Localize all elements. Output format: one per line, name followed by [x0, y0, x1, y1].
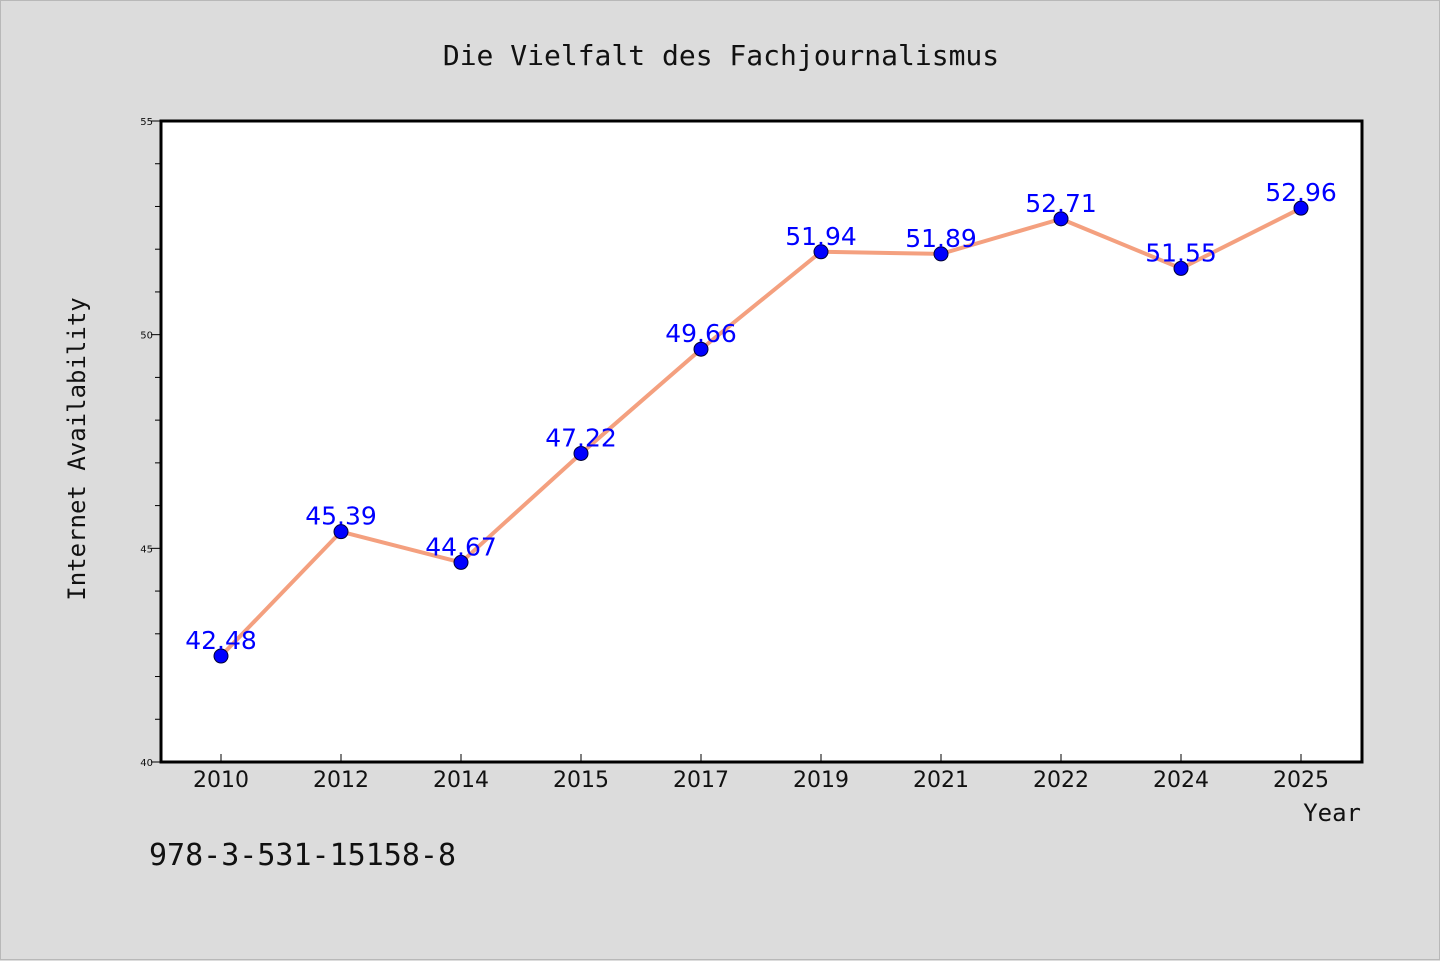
data-label: 51.55 — [1145, 238, 1217, 267]
data-label: 45.39 — [305, 502, 377, 531]
y-tick-label: 50 — [140, 331, 153, 342]
y-tick-label: 40 — [140, 758, 153, 769]
x-tick-label: 2017 — [673, 768, 729, 793]
x-tick-label: 2024 — [1153, 768, 1209, 793]
data-label: 47.22 — [545, 423, 617, 452]
x-tick-label: 2012 — [313, 768, 369, 793]
data-labels: 42.48 45.39 44.67 47.22 49.66 51.94 51.89 52.71… — [185, 178, 1337, 655]
y-axis-label: Internet Availability — [63, 297, 91, 600]
data-point — [573, 445, 589, 461]
x-tick-label: 2014 — [433, 768, 489, 793]
data-point — [813, 244, 829, 260]
data-label: 51.89 — [905, 224, 977, 253]
data-point — [933, 246, 949, 262]
x-tick-label: 2019 — [793, 768, 849, 793]
x-axis-ticks: 2010 2012 2014 2015 2017 2019 2021 2022 2024 2025 — [193, 754, 1329, 793]
plot-area — [159, 119, 1364, 764]
data-point — [1053, 211, 1069, 227]
chart-title: Die Vielfalt des Fachjournalismus — [443, 39, 999, 72]
y-axis-ticks: 40 45 50 55 — [140, 117, 161, 769]
data-point — [1173, 260, 1189, 276]
series-markers — [213, 200, 1309, 664]
data-label: 51.94 — [785, 222, 857, 251]
data-point — [1293, 200, 1309, 216]
x-tick-label: 2010 — [193, 768, 249, 793]
data-point — [213, 648, 229, 664]
x-tick-label: 2015 — [553, 768, 609, 793]
x-tick-label: 2022 — [1033, 768, 1089, 793]
data-label: 42.48 — [185, 626, 257, 655]
data-point — [333, 524, 349, 540]
data-label: 49.66 — [665, 319, 737, 348]
x-axis-label: Year — [1303, 799, 1361, 827]
data-point — [453, 554, 469, 570]
data-point — [693, 341, 709, 357]
isbn-text: 978-3-531-15158-8 — [149, 838, 456, 873]
x-tick-label: 2021 — [913, 768, 969, 793]
data-label: 44.67 — [425, 532, 497, 561]
y-tick-label: 55 — [140, 117, 153, 128]
series-line — [219, 206, 1303, 659]
data-label: 52.71 — [1025, 189, 1097, 218]
data-label: 52.96 — [1265, 178, 1337, 207]
y-tick-label: 45 — [140, 544, 153, 555]
x-tick-label: 2025 — [1273, 768, 1329, 793]
